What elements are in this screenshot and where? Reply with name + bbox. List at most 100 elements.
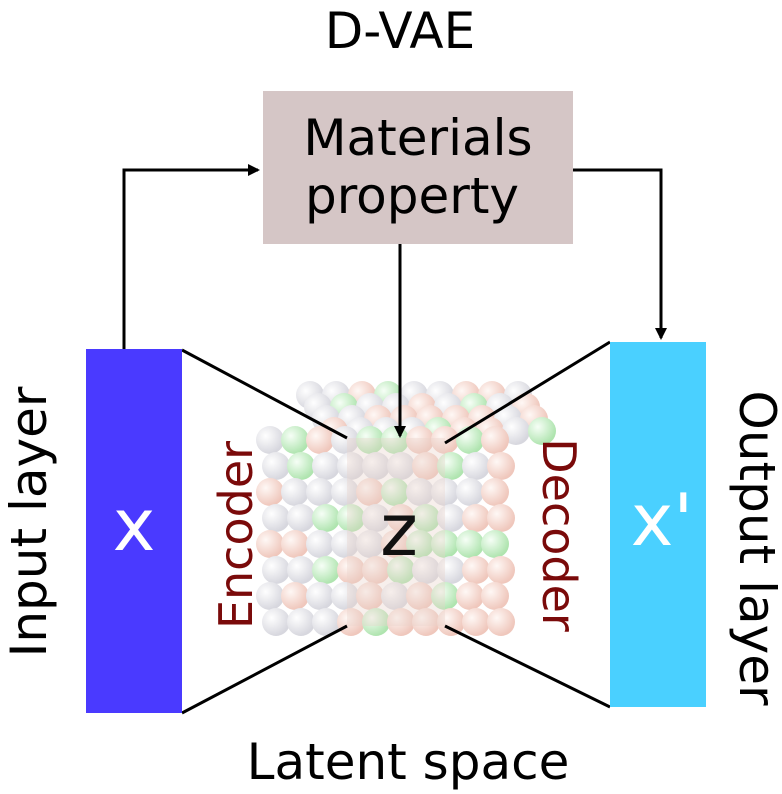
crystal-atom (437, 608, 465, 636)
decoder-top-edge (444, 340, 611, 445)
crystal-atom (431, 426, 459, 454)
crystal-atom (362, 504, 390, 532)
crystal-atom (437, 504, 465, 532)
encoder-top-edge (181, 348, 348, 440)
crystal-atom (356, 582, 384, 610)
crystal-atom (456, 582, 484, 610)
crystal-atom (462, 556, 490, 584)
crystal-atom (381, 478, 409, 506)
crystal-atom (487, 608, 515, 636)
crystal-atom (456, 426, 484, 454)
crystal-atom (481, 530, 509, 558)
property-box-line2: property (305, 167, 519, 225)
latent-symbol: z (380, 488, 418, 572)
property-box-line1: Materials (303, 109, 532, 167)
crystal-atom (262, 452, 290, 480)
crystal-atom (306, 582, 334, 610)
crystal-atom (487, 452, 515, 480)
crystal-atom (262, 608, 290, 636)
input-symbol: x (113, 483, 156, 567)
crystal-atom (312, 556, 340, 584)
crystal-atom (406, 530, 434, 558)
property-to-output-arrow (573, 168, 667, 340)
crystal-atom (387, 504, 415, 532)
crystal-atom (337, 452, 365, 480)
crystal-atom (312, 608, 340, 636)
crystal-atom (381, 582, 409, 610)
crystal-atom (306, 530, 334, 558)
crystal-atom (287, 504, 315, 532)
encoder-bottom-edge (181, 624, 348, 715)
crystal-atom (306, 426, 334, 454)
crystal-atom (387, 556, 415, 584)
crystal-atom (412, 608, 440, 636)
crystal-atom (281, 530, 309, 558)
crystal-atom (362, 452, 390, 480)
crystal-atom (256, 582, 284, 610)
crystal-atom (406, 582, 434, 610)
crystal-atom (487, 556, 515, 584)
crystal-atom (387, 452, 415, 480)
crystal-atom (331, 582, 359, 610)
output-symbol: x' (631, 478, 693, 562)
crystal-atom (312, 452, 340, 480)
decoder-label: Decoder (532, 438, 586, 632)
crystal-atom (406, 426, 434, 454)
crystal-atom (281, 426, 309, 454)
crystal-atom (287, 608, 315, 636)
crystal-atom (437, 452, 465, 480)
crystal-atom (412, 452, 440, 480)
crystal-atom (406, 478, 434, 506)
crystal-atom (331, 478, 359, 506)
crystal-atom (481, 582, 509, 610)
crystal-atom (356, 530, 384, 558)
crystal-atom (337, 556, 365, 584)
crystal-atom (281, 582, 309, 610)
crystal-atom (312, 504, 340, 532)
crystal-atom (437, 556, 465, 584)
crystal-atom (502, 417, 530, 445)
property-box-background (263, 91, 573, 244)
crystal-atom (462, 504, 490, 532)
output-layer-bar (610, 342, 706, 707)
crystal-atom (281, 478, 309, 506)
crystal-atom (287, 556, 315, 584)
crystal-atom (381, 530, 409, 558)
crystal-atom (256, 478, 284, 506)
crystal-atom (362, 556, 390, 584)
crystal-atom (356, 426, 384, 454)
output-layer-label: Output layer (728, 390, 782, 705)
crystal-atom (431, 582, 459, 610)
crystal-atom (337, 504, 365, 532)
crystal-atom (487, 504, 515, 532)
crystal-atom (431, 478, 459, 506)
encoder-label: Encoder (209, 441, 263, 629)
crystal-atom (456, 478, 484, 506)
crystal-atom (262, 556, 290, 584)
crystal-atom (306, 478, 334, 506)
crystal-atom (481, 426, 509, 454)
crystal-atom (387, 608, 415, 636)
latent-space-caption: Latent space (247, 733, 570, 791)
crystal-atom (462, 452, 490, 480)
diagram-title: D-VAE (325, 2, 475, 60)
crystal-atom (412, 556, 440, 584)
crystal-atom (262, 504, 290, 532)
crystal-atom (331, 530, 359, 558)
input-layer-bar (86, 349, 182, 713)
crystal-atom (356, 478, 384, 506)
latent-crystal-structure (256, 381, 556, 636)
crystal-atom (462, 608, 490, 636)
input-to-property-arrow (122, 164, 260, 349)
crystal-atom (456, 530, 484, 558)
crystal-atom (287, 452, 315, 480)
decoder-bottom-edge (444, 624, 611, 709)
crystal-atom (256, 426, 284, 454)
crystal-atom (362, 608, 390, 636)
crystal-atom (528, 417, 556, 445)
input-layer-label: Input layer (0, 386, 58, 657)
crystal-atom (481, 478, 509, 506)
materials-property-box: Materials property (263, 91, 573, 244)
crystal-atom (256, 530, 284, 558)
